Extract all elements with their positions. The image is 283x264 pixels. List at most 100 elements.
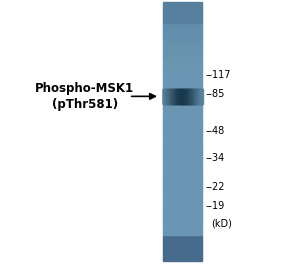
Bar	[186, 89, 187, 103]
Bar	[163, 227, 202, 230]
Bar	[163, 219, 202, 223]
Bar	[164, 89, 165, 103]
Bar	[163, 204, 202, 207]
Bar	[163, 243, 202, 246]
Bar	[163, 98, 202, 101]
Bar	[163, 7, 202, 10]
Bar	[163, 56, 202, 60]
Bar	[176, 89, 177, 103]
Bar	[165, 89, 166, 103]
Bar	[167, 89, 168, 103]
Bar	[165, 89, 166, 103]
Bar	[163, 199, 202, 202]
Bar	[182, 89, 183, 103]
Bar	[169, 89, 170, 103]
Bar	[195, 89, 196, 103]
Bar	[163, 165, 202, 168]
Bar	[163, 89, 164, 103]
Bar	[163, 253, 202, 256]
Bar	[179, 89, 180, 103]
Text: (pThr581): (pThr581)	[52, 98, 118, 111]
Bar	[174, 89, 175, 103]
Bar	[163, 258, 202, 261]
Bar	[177, 89, 178, 103]
Bar	[199, 89, 200, 103]
Bar	[163, 230, 202, 233]
Bar	[163, 87, 202, 91]
Bar	[197, 89, 198, 103]
Bar	[201, 89, 202, 103]
Bar	[183, 89, 184, 103]
Bar	[199, 89, 200, 103]
Bar	[163, 90, 202, 93]
Bar	[185, 89, 186, 103]
Bar	[163, 113, 202, 116]
Bar	[201, 89, 202, 103]
Bar	[196, 89, 197, 103]
Bar	[163, 131, 202, 135]
Bar	[163, 194, 202, 197]
Bar	[193, 89, 194, 103]
Bar	[163, 139, 202, 142]
Bar	[187, 89, 188, 103]
Bar	[175, 89, 176, 103]
Bar	[163, 64, 202, 67]
Bar	[180, 89, 181, 103]
Bar	[173, 89, 174, 103]
Bar	[185, 89, 186, 103]
Bar	[163, 196, 202, 199]
Bar	[184, 89, 185, 103]
Bar	[163, 116, 202, 119]
Bar	[184, 89, 185, 103]
Bar	[190, 89, 191, 103]
Bar	[181, 89, 182, 103]
Bar	[191, 89, 192, 103]
Bar	[168, 89, 169, 103]
Bar	[163, 25, 202, 29]
Bar	[198, 89, 199, 103]
Bar	[163, 12, 202, 16]
Bar	[163, 137, 202, 140]
Bar	[163, 44, 202, 47]
Bar	[168, 89, 169, 103]
Bar	[163, 256, 202, 259]
Bar	[163, 170, 202, 173]
Bar	[163, 108, 202, 111]
Bar	[172, 89, 173, 103]
Bar	[177, 89, 178, 103]
Bar	[163, 186, 202, 189]
Bar	[163, 41, 202, 44]
Bar	[163, 121, 202, 124]
Bar	[163, 188, 202, 191]
Bar	[163, 142, 202, 145]
Bar	[188, 89, 189, 103]
Bar	[202, 89, 203, 103]
Bar	[163, 62, 202, 65]
Bar	[163, 183, 202, 186]
Bar	[180, 89, 181, 103]
Bar	[190, 89, 191, 103]
Bar	[163, 124, 202, 127]
Bar	[163, 33, 202, 36]
Text: --85: --85	[205, 89, 224, 99]
Bar	[202, 89, 203, 103]
Bar	[163, 49, 202, 52]
Bar	[167, 89, 168, 103]
Bar	[163, 206, 202, 210]
Bar	[170, 89, 171, 103]
Bar	[163, 77, 202, 80]
Bar	[163, 235, 202, 238]
Bar	[194, 89, 195, 103]
Bar	[166, 89, 167, 103]
Bar	[164, 89, 165, 103]
Bar	[170, 89, 171, 103]
Text: Phospho-MSK1: Phospho-MSK1	[35, 82, 134, 95]
Bar	[163, 28, 202, 31]
Bar	[194, 89, 195, 103]
Bar	[200, 89, 201, 103]
Bar	[176, 89, 177, 103]
Bar	[169, 89, 170, 103]
Bar	[174, 89, 175, 103]
Bar	[163, 178, 202, 181]
Bar	[196, 89, 197, 103]
